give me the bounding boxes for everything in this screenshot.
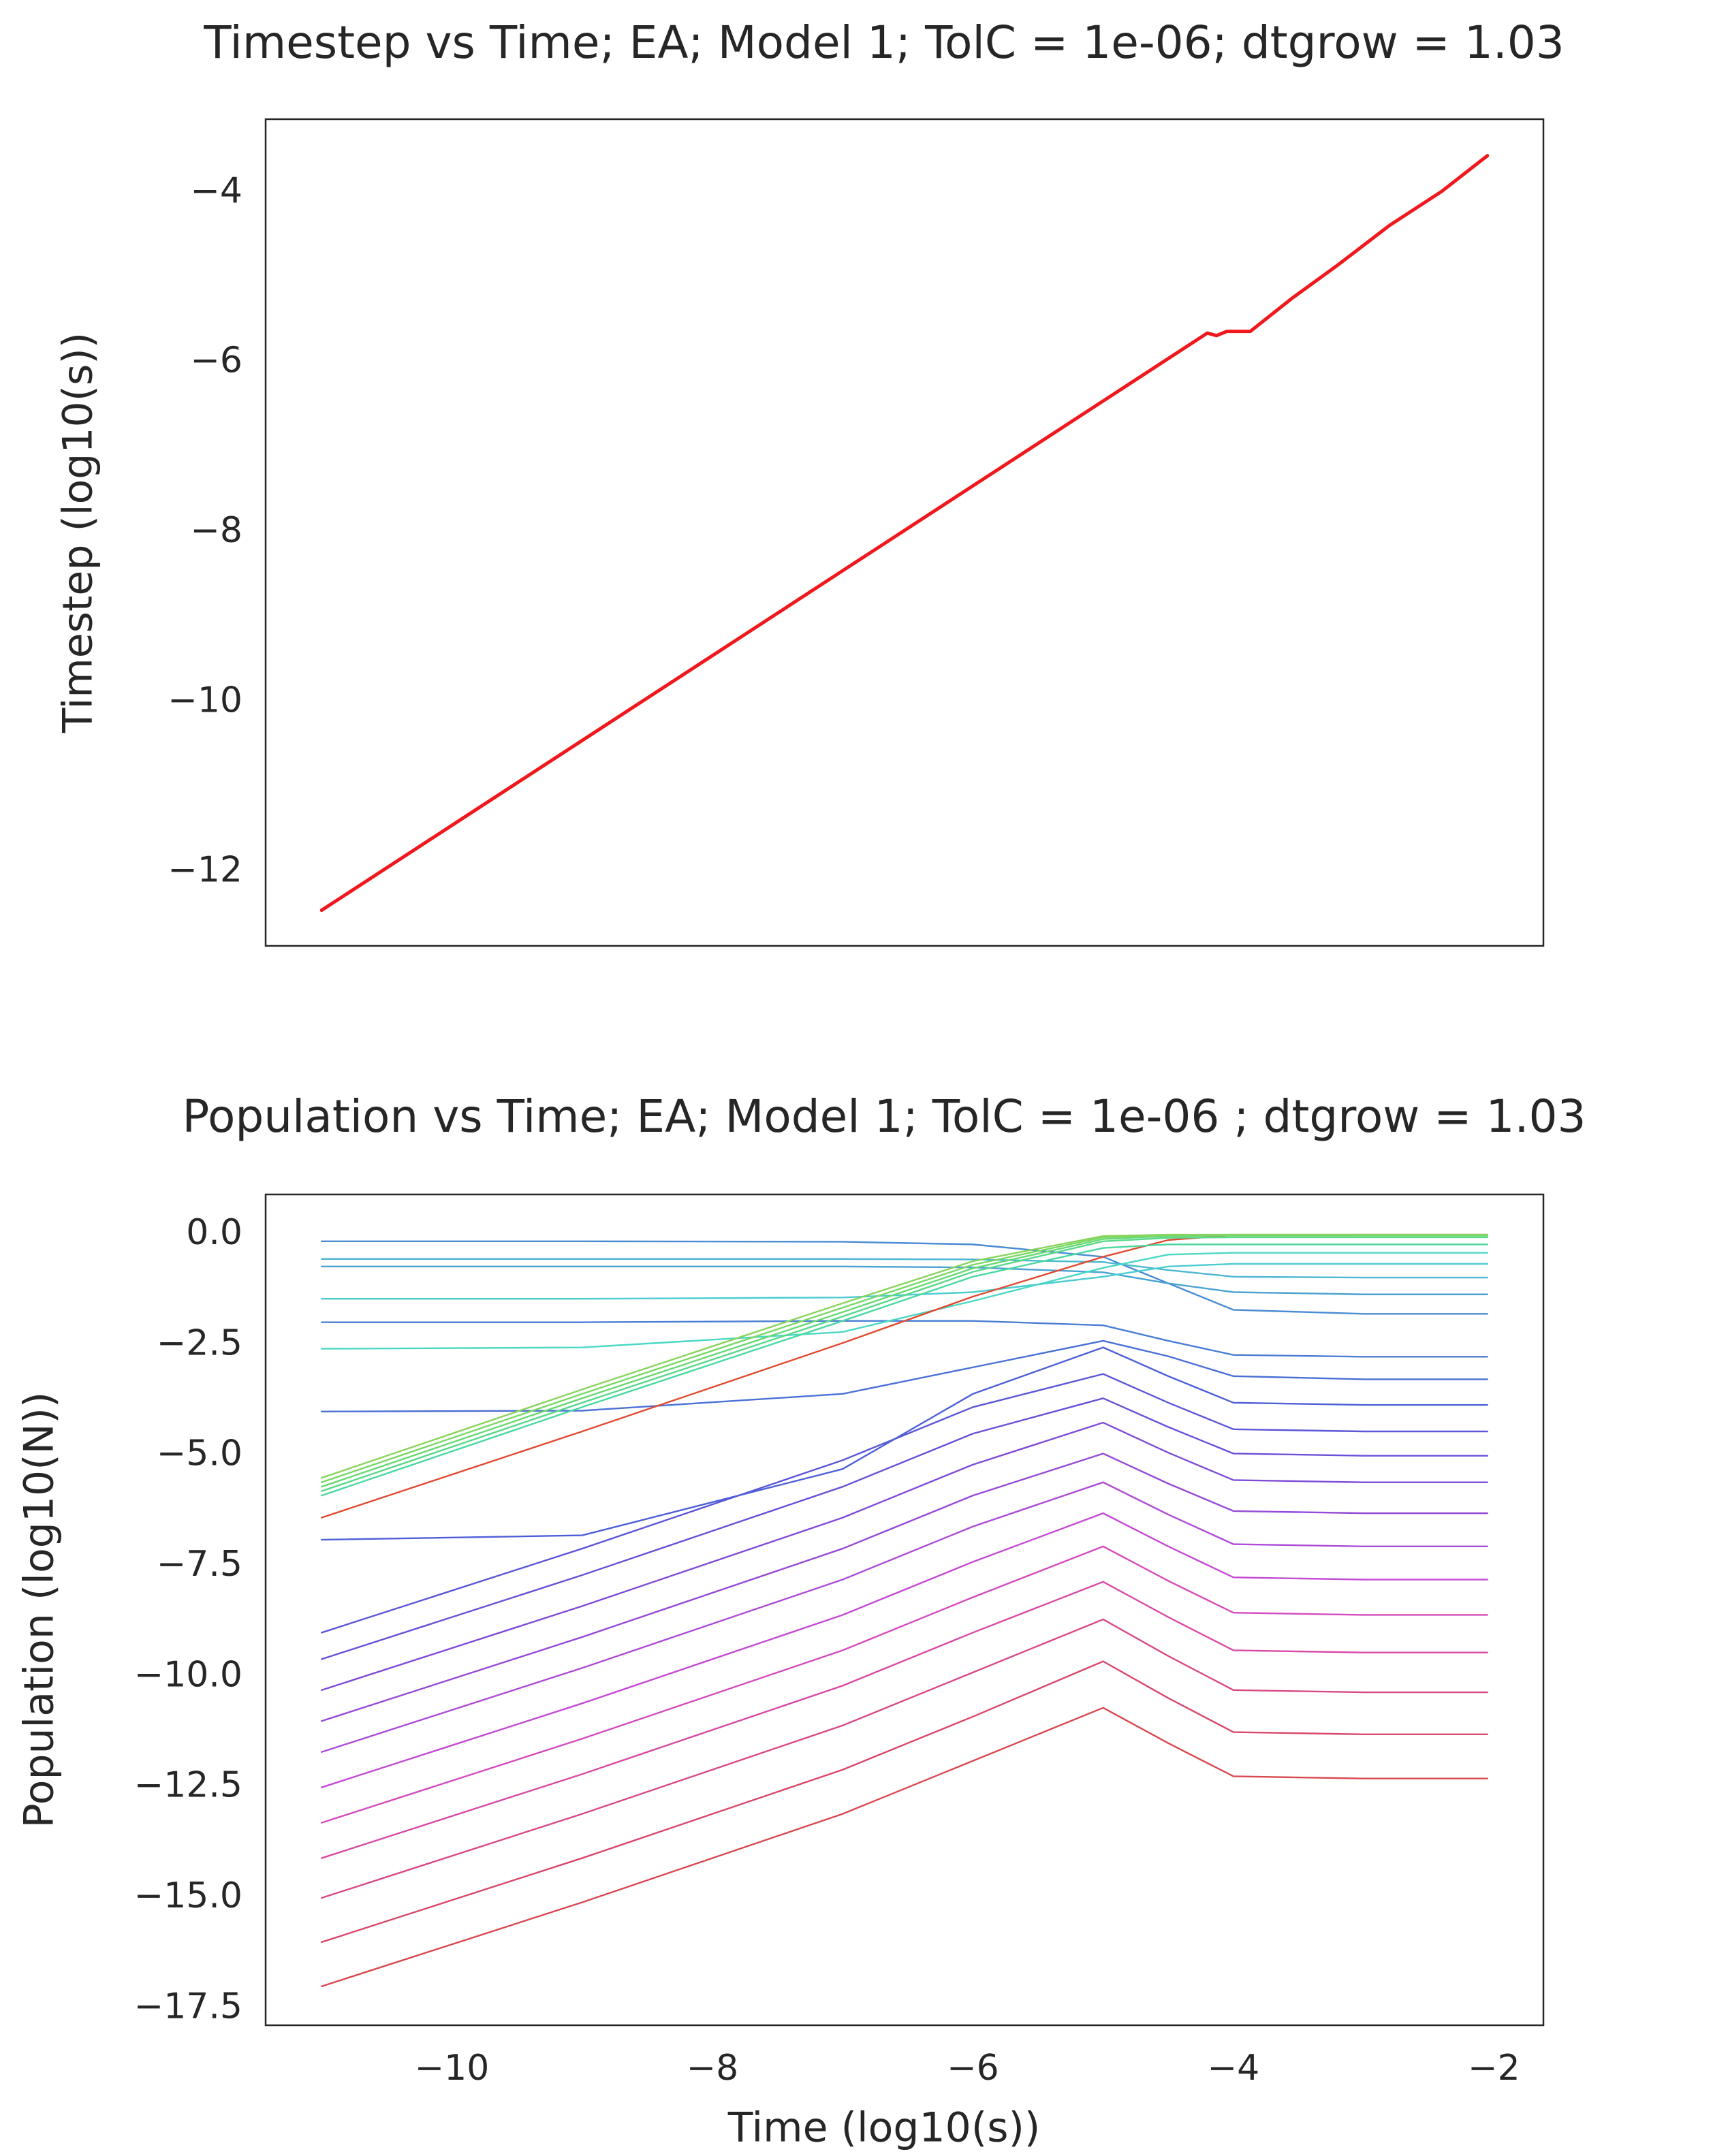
- data-line: [321, 1243, 1488, 1497]
- y-tick-label: −15.0: [134, 1875, 242, 1916]
- data-line: [321, 1252, 1488, 1350]
- chart-title: Timestep vs Time; EA; Model 1; TolC = 1e…: [203, 16, 1565, 69]
- data-line: [321, 1545, 1488, 1824]
- y-tick-label: −5.0: [157, 1433, 242, 1474]
- x-axis-label: Time (log10(s)): [727, 2104, 1041, 2152]
- x-tick-label: −4: [1208, 2048, 1260, 2089]
- y-tick-label: −2.5: [157, 1322, 242, 1363]
- x-tick-label: −8: [687, 2048, 739, 2089]
- x-tick-label: −6: [947, 2048, 999, 2089]
- data-line: [321, 1265, 1488, 1295]
- x-tick-label: −10: [415, 2048, 490, 2089]
- data-line: [321, 1512, 1488, 1788]
- data-line: [321, 1581, 1488, 1859]
- y-tick-label: −12: [168, 850, 242, 891]
- data-line: [321, 1453, 1488, 1722]
- data-line: [321, 1339, 1488, 1412]
- y-tick-label: −7.5: [157, 1544, 242, 1585]
- y-tick-label: −12.5: [134, 1765, 242, 1806]
- data-line: [321, 1233, 1488, 1479]
- data-line: [321, 1481, 1488, 1753]
- y-tick-label: −6: [190, 340, 242, 381]
- y-tick-label: −10.0: [134, 1654, 242, 1695]
- data-line: [321, 1421, 1488, 1692]
- plot-frame: [264, 118, 1545, 947]
- data-line: [321, 1233, 1488, 1483]
- data-line: [321, 1320, 1488, 1358]
- y-tick-label: −17.5: [134, 1986, 242, 2027]
- y-tick-label: −10: [168, 680, 242, 720]
- data-line: [321, 1660, 1488, 1944]
- data-line: [321, 1707, 1488, 1988]
- data-line: [321, 1235, 1488, 1488]
- data-line: [321, 1236, 1488, 1492]
- data-line: [321, 1346, 1488, 1541]
- plot-frame: [264, 1193, 1545, 2027]
- y-axis-label: Timestep (log10(s)): [54, 332, 102, 733]
- y-tick-label: −4: [190, 170, 242, 211]
- y-tick-label: −8: [190, 510, 242, 551]
- data-line: [319, 154, 1490, 913]
- data-line: [321, 1263, 1488, 1300]
- data-line: [321, 1397, 1488, 1660]
- y-axis-label: Population (log10(N)): [16, 1392, 63, 1828]
- x-tick-label: −2: [1468, 2048, 1520, 2089]
- data-line: [321, 1373, 1488, 1634]
- chart-title: Population vs Time; EA; Model 1; TolC = …: [183, 1090, 1586, 1143]
- y-tick-label: 0.0: [186, 1212, 242, 1253]
- data-line: [321, 1618, 1488, 1899]
- data-line: [321, 1258, 1488, 1279]
